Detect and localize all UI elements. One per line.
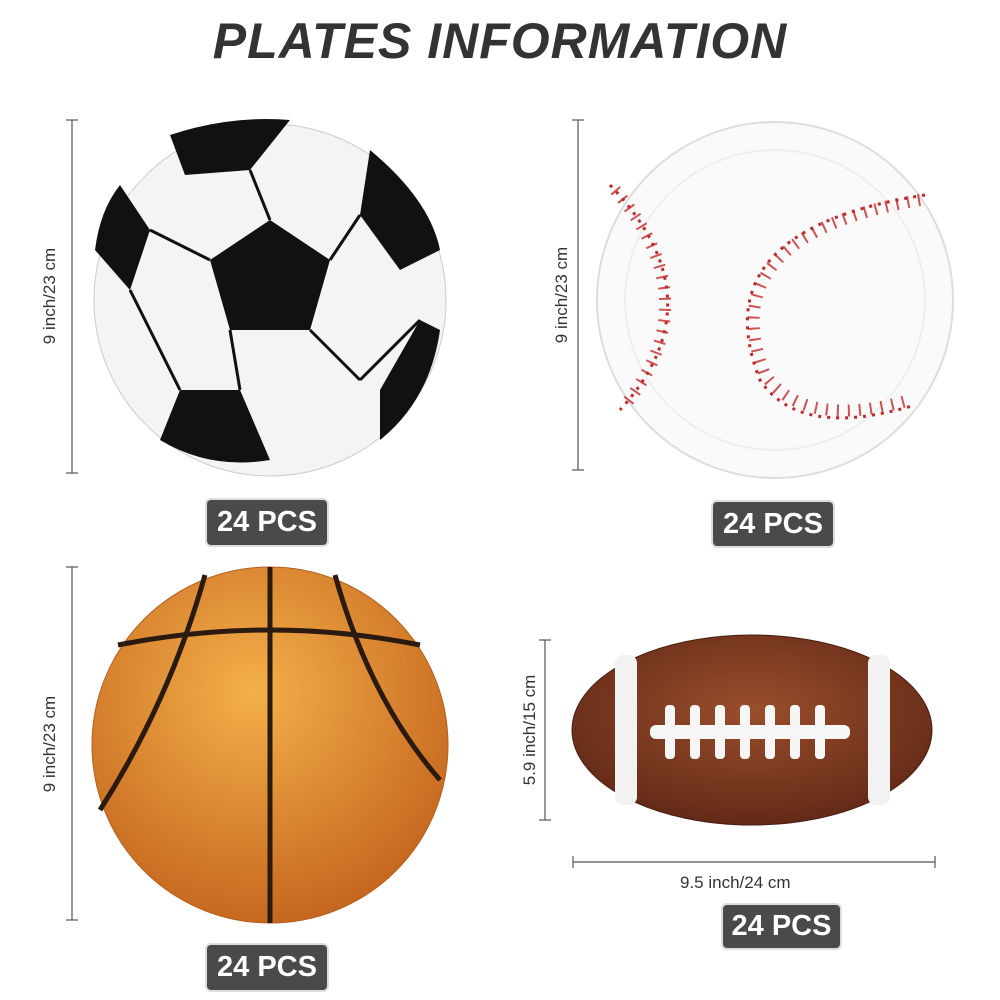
football-quantity-badge: 24 PCS (723, 905, 840, 948)
baseball-plate (596, 121, 954, 479)
football-plate (571, 634, 933, 826)
basketball-plate (91, 566, 449, 924)
page-title: PLATES INFORMATION (212, 13, 788, 69)
baseball-size-label: 9 inch/23 cm (552, 246, 571, 344)
football-width-label: 9.5 inch/24 cm (680, 873, 791, 892)
basketball-size-label: 9 inch/23 cm (40, 695, 59, 793)
basketball-quantity-badge: 24 PCS (207, 945, 327, 990)
soccer-plate (93, 119, 447, 477)
soccer-size-label: 9 inch/23 cm (40, 247, 59, 345)
football-height-label: 5.9 inch/15 cm (520, 674, 539, 786)
soccer-quantity-badge: 24 PCS (207, 500, 327, 545)
baseball-quantity-badge: 24 PCS (713, 502, 833, 546)
dimension-lines (66, 119, 936, 921)
